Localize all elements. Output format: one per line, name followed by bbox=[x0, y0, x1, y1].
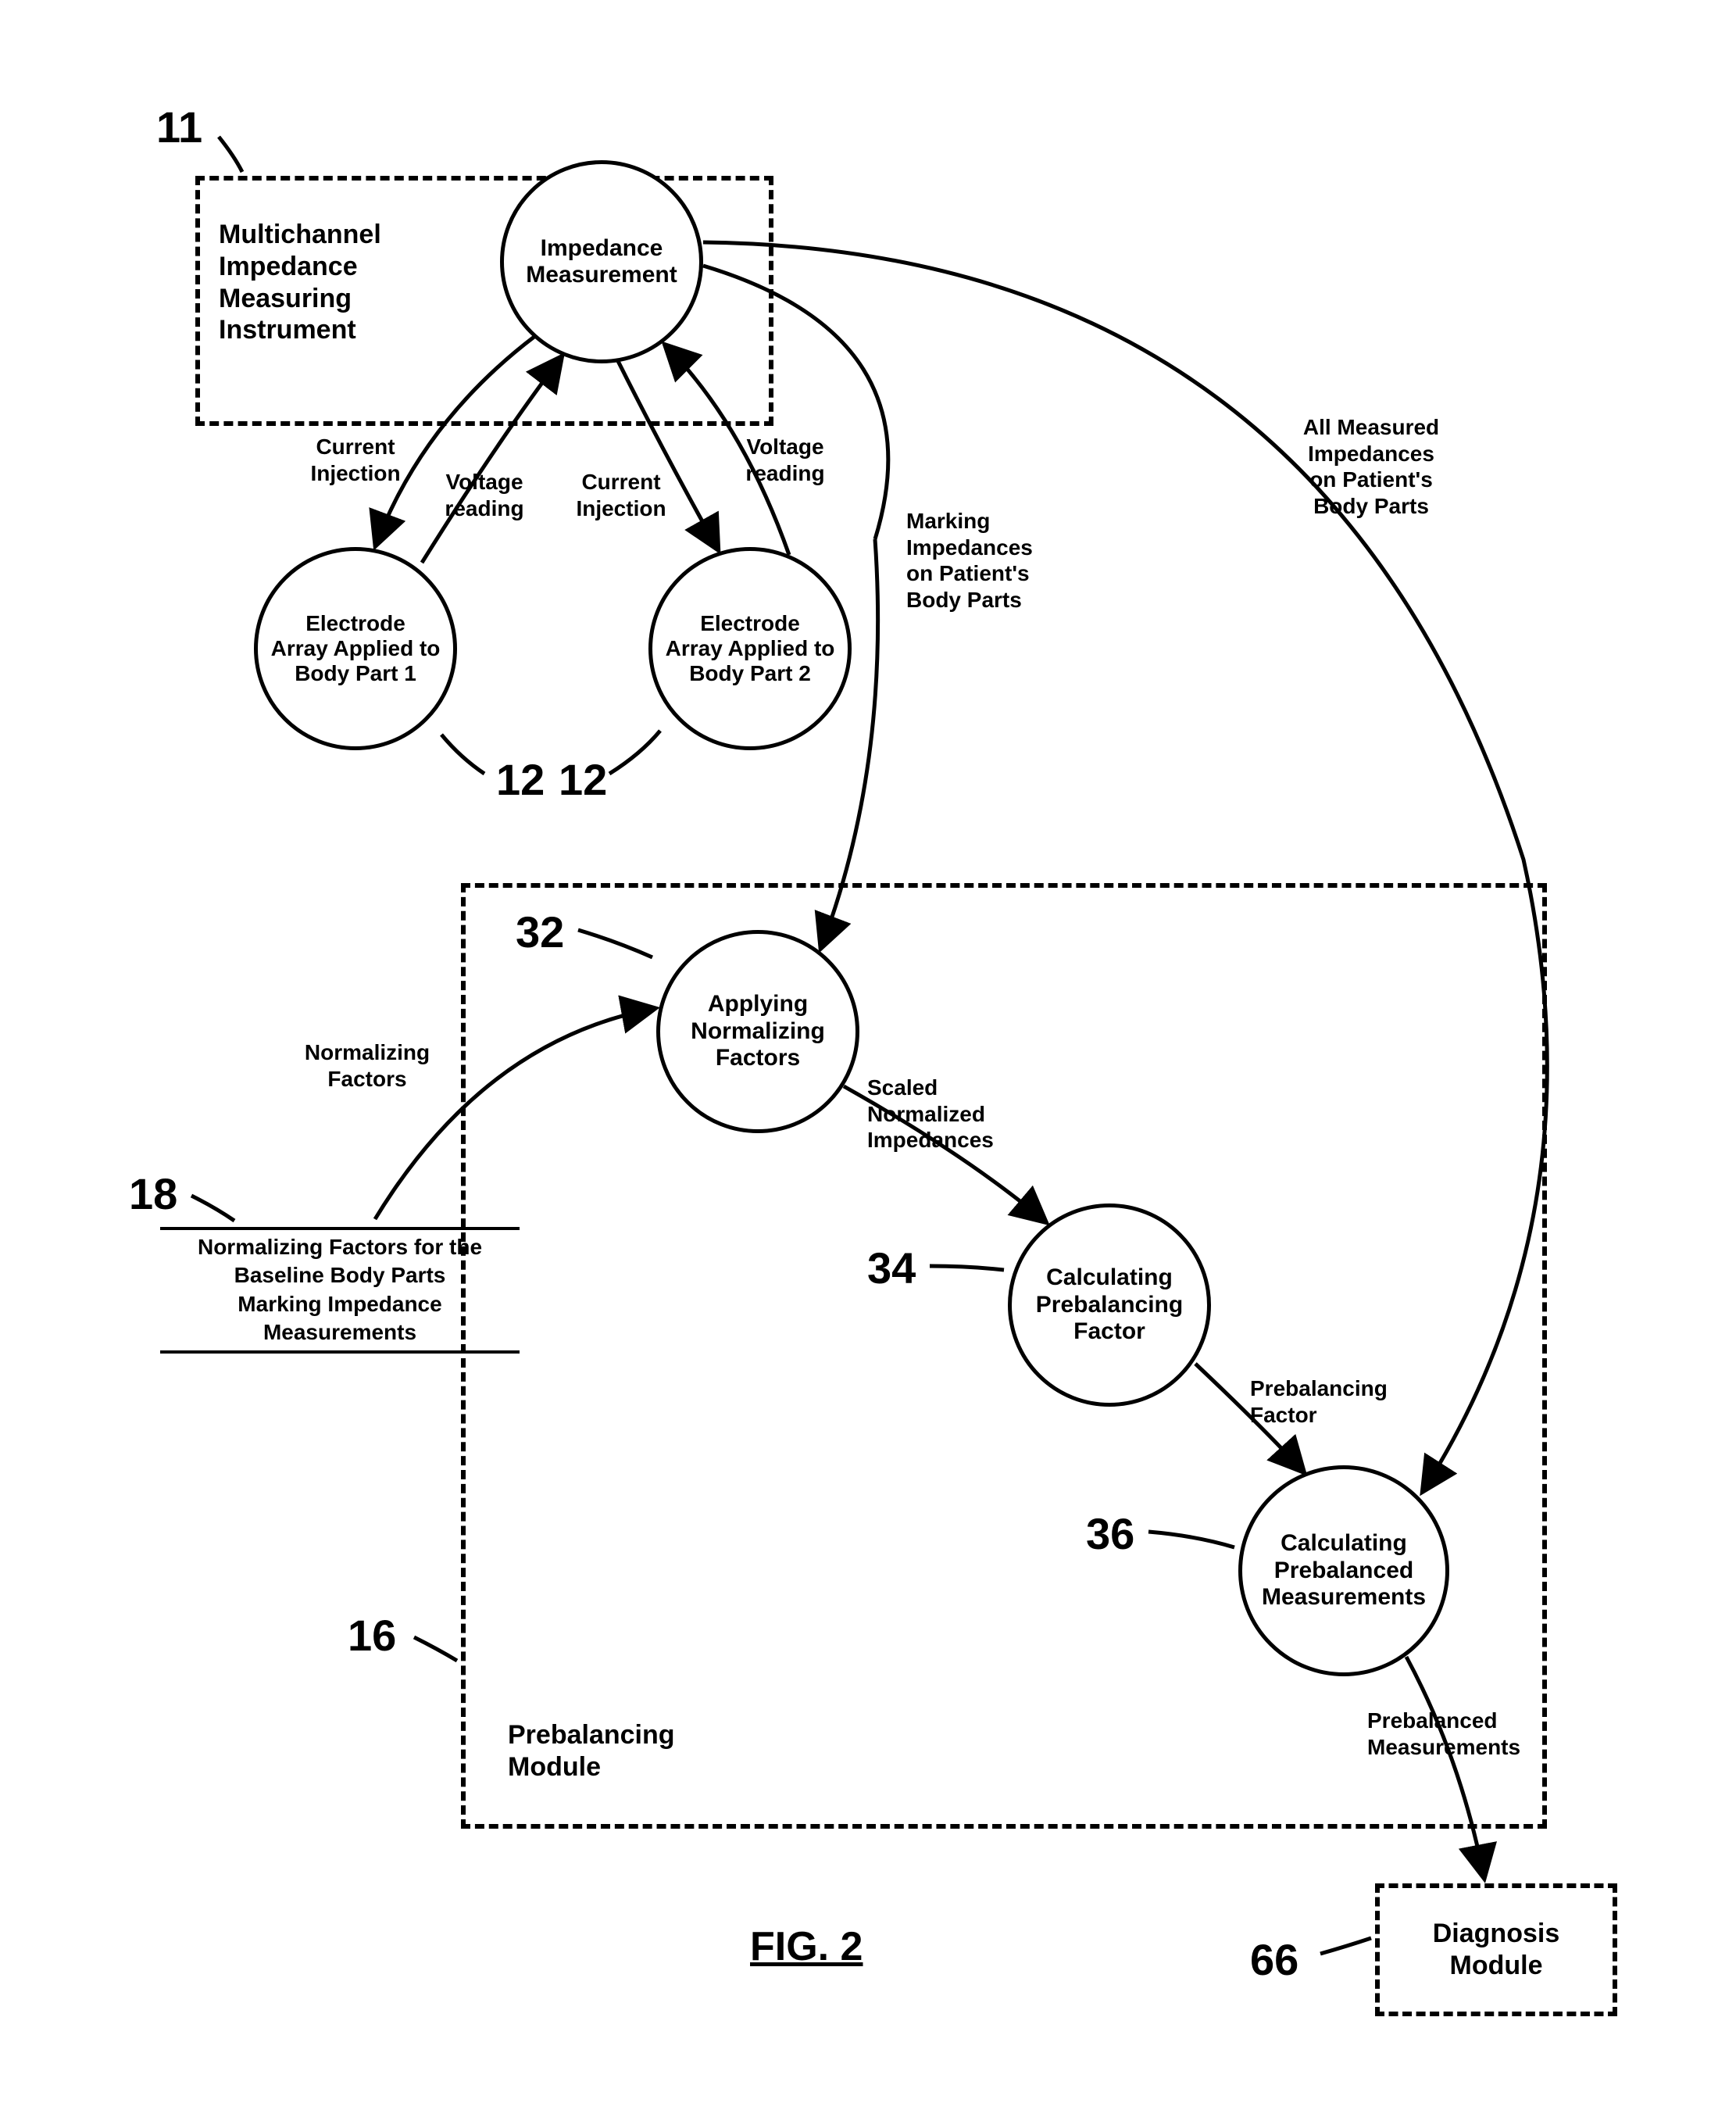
prebalancing-box bbox=[461, 883, 1547, 1829]
circle-normalizing-label: ApplyingNormalizingFactors bbox=[691, 991, 825, 1072]
ref-12a: 12 bbox=[496, 754, 545, 805]
ref-32: 32 bbox=[516, 907, 564, 957]
circle-electrode-1-label: ElectrodeArray Applied toBody Part 1 bbox=[271, 611, 441, 687]
edge-path bbox=[441, 735, 484, 774]
ref-11: 11 bbox=[156, 102, 202, 152]
edge-label-prebal-meas: PrebalancedMeasurements bbox=[1367, 1708, 1563, 1760]
diagnosis-box-label: DiagnosisModule bbox=[1433, 1918, 1559, 1982]
baseline-label: Normalizing Factors for the Baseline Bod… bbox=[160, 1227, 520, 1354]
edge-label-all-measured: All MeasuredImpedanceson Patient'sBody P… bbox=[1281, 414, 1461, 519]
edge-path bbox=[191, 1196, 234, 1221]
figure-label: FIG. 2 bbox=[750, 1922, 863, 1971]
circle-impedance-measurement: ImpedanceMeasurement bbox=[500, 160, 703, 363]
edge-path bbox=[219, 137, 242, 172]
circle-prebal-meas: CalculatingPrebalancedMeasurements bbox=[1238, 1465, 1449, 1676]
ref-12b: 12 bbox=[559, 754, 607, 805]
prebalancing-box-label: PrebalancingModule bbox=[508, 1719, 742, 1783]
circle-electrode-2-label: ElectrodeArray Applied toBody Part 2 bbox=[666, 611, 835, 687]
circle-prebal-factor: CalculatingPrebalancingFactor bbox=[1008, 1203, 1211, 1407]
circle-normalizing: ApplyingNormalizingFactors bbox=[656, 930, 859, 1133]
ref-36: 36 bbox=[1086, 1508, 1134, 1559]
edge-path bbox=[609, 731, 660, 774]
baseline-label-line-1: Normalizing Factors for the bbox=[160, 1233, 520, 1261]
baseline-label-line-3: Marking Impedance bbox=[160, 1290, 520, 1318]
circle-prebal-meas-label: CalculatingPrebalancedMeasurements bbox=[1262, 1530, 1426, 1611]
edge-label-scaled: ScaledNormalizedImpedances bbox=[867, 1075, 1023, 1153]
instrument-box-label: MultichannelImpedanceMeasuringInstrument bbox=[219, 219, 422, 346]
ref-34: 34 bbox=[867, 1243, 916, 1293]
circle-impedance-measurement-label: ImpedanceMeasurement bbox=[526, 235, 677, 289]
ref-66: 66 bbox=[1250, 1934, 1298, 1985]
edge-path bbox=[414, 1637, 457, 1661]
baseline-label-line-2: Baseline Body Parts bbox=[160, 1261, 520, 1289]
edge-label-marking: MarkingImpedanceson Patient'sBody Parts bbox=[906, 508, 1063, 613]
ref-18: 18 bbox=[129, 1168, 177, 1219]
circle-electrode-1: ElectrodeArray Applied toBody Part 1 bbox=[254, 547, 457, 750]
edge-label-current-inj-1: CurrentInjection bbox=[297, 434, 414, 486]
edge-label-voltage-read-2: Voltagereading bbox=[734, 434, 836, 486]
baseline-label-line-4: Measurements bbox=[160, 1318, 520, 1347]
edge-label-normalizing-factors: NormalizingFactors bbox=[289, 1039, 445, 1092]
edge-label-current-inj-2: CurrentInjection bbox=[563, 469, 680, 521]
edge-path bbox=[1320, 1938, 1371, 1954]
edge-label-prebal-factor: PrebalancingFactor bbox=[1250, 1375, 1422, 1428]
edge-label-voltage-read-1: Voltagereading bbox=[434, 469, 535, 521]
diagnosis-box: DiagnosisModule bbox=[1375, 1883, 1617, 2016]
circle-prebal-factor-label: CalculatingPrebalancingFactor bbox=[1036, 1264, 1183, 1346]
ref-16: 16 bbox=[348, 1610, 396, 1661]
circle-electrode-2: ElectrodeArray Applied toBody Part 2 bbox=[648, 547, 852, 750]
